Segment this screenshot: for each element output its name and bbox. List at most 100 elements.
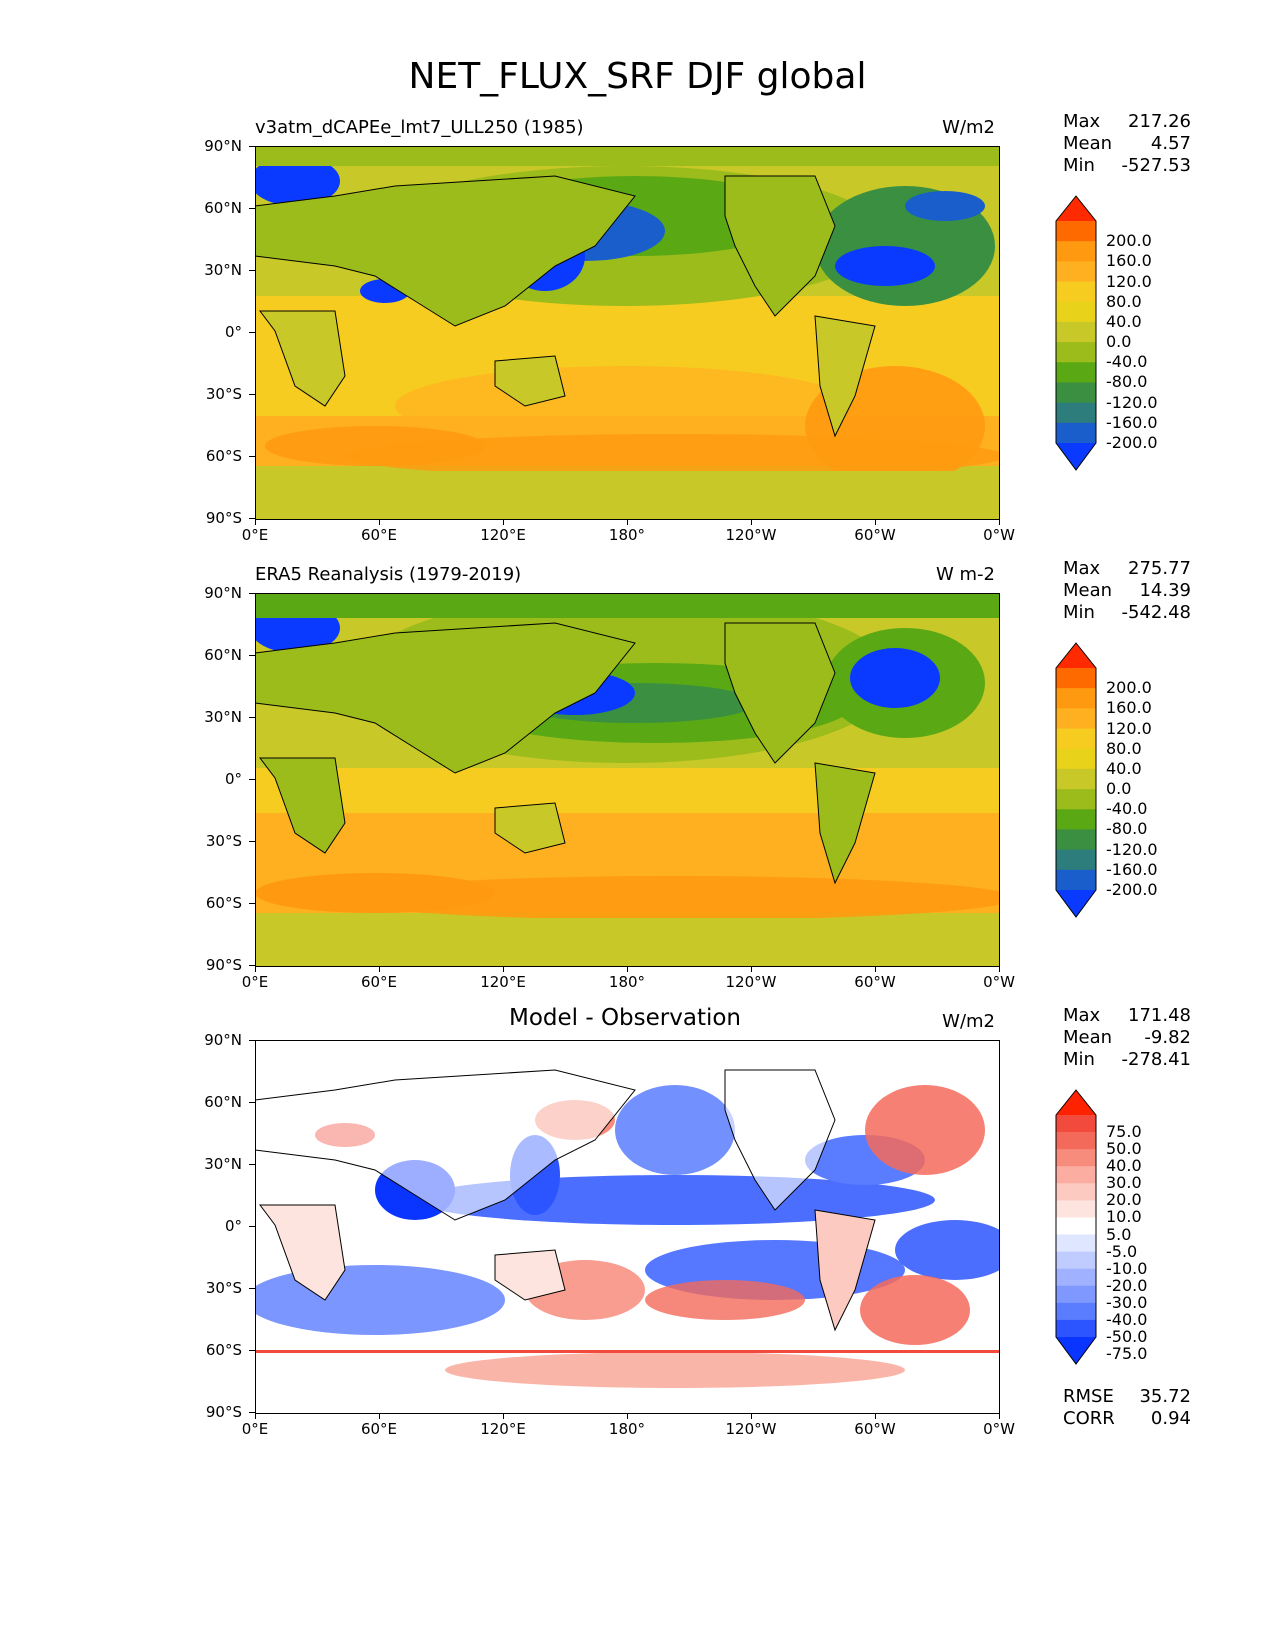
lat-tick [249, 655, 255, 656]
colorbar-bin [1056, 688, 1096, 709]
rmse-value: 35.72 [1139, 1386, 1191, 1407]
colorbar-bin [1056, 281, 1096, 303]
colorbar-label: 80.0 [1106, 291, 1142, 311]
stat-mean: -9.82 [1144, 1027, 1191, 1048]
colorbar-bin [1056, 402, 1096, 424]
lat-label: 0° [224, 770, 242, 788]
stat-mean: 14.39 [1139, 580, 1191, 601]
lat-tick [249, 1288, 255, 1289]
lat-tick [249, 332, 255, 333]
lat-label: 90°S [205, 1403, 242, 1421]
map-observation [255, 593, 1000, 967]
lat-tick [249, 965, 255, 966]
colorbar-label: -10.0 [1106, 1258, 1148, 1278]
lon-tick [503, 519, 504, 525]
colorbar-extend-min [1056, 890, 1096, 917]
lon-label: 120°E [480, 973, 526, 991]
colorbar-label: -40.0 [1106, 799, 1148, 819]
colorbar-bin [1056, 829, 1096, 851]
colorbar-label: -30.0 [1106, 1292, 1148, 1312]
stats-box: Max 171.48 Mean -9.82 Min -278.41 [1063, 1005, 1191, 1071]
colorbar-label: -120.0 [1106, 392, 1158, 412]
lat-tick [249, 1412, 255, 1413]
metrics-box: RMSE 35.72 CORR 0.94 [1063, 1386, 1191, 1430]
colorbar-label: 0.0 [1106, 779, 1132, 799]
colorbar-label: 0.0 [1106, 332, 1132, 352]
colorbar-label: -80.0 [1106, 372, 1148, 392]
colorbar-bin [1056, 869, 1096, 891]
colorbar-label: -5.0 [1106, 1241, 1138, 1261]
colorbar-label: -50.0 [1106, 1327, 1148, 1346]
colorbar-label: 40.0 [1106, 311, 1142, 331]
lon-tick [875, 966, 876, 972]
stat-max-label: Max [1063, 1005, 1101, 1026]
lon-tick [503, 1413, 504, 1419]
colorbar-label: -40.0 [1106, 352, 1148, 372]
lat-label: 30°N [204, 261, 242, 279]
panel-units: W/m2 [942, 117, 995, 138]
colorbar-label: -80.0 [1106, 819, 1148, 839]
lat-tick [249, 456, 255, 457]
colorbar-bin [1056, 748, 1096, 770]
colorbar-label: 120.0 [1106, 271, 1152, 291]
panel-title: ERA5 Reanalysis (1979-2019) [255, 564, 522, 585]
lat-label: 30°S [205, 832, 242, 850]
lat-tick [249, 717, 255, 718]
colorbar-bin [1056, 422, 1096, 444]
lat-label: 90°N [204, 1031, 242, 1049]
map-model [255, 146, 1000, 520]
lon-label: 120°W [725, 1420, 777, 1438]
lon-label: 60°E [360, 526, 398, 544]
lat-label: 0° [224, 1217, 242, 1235]
colorbar-label: -160.0 [1106, 412, 1158, 432]
lat-label: 90°N [204, 137, 242, 155]
colorbar-bin [1056, 1234, 1096, 1253]
colorbar-label: 200.0 [1106, 231, 1152, 251]
stat-mean-label: Mean [1063, 1027, 1113, 1048]
lon-label: 120°E [480, 1420, 526, 1438]
panel-units: W/m2 [942, 1011, 995, 1032]
stat-min-label: Min [1063, 602, 1095, 623]
colorbar-bin [1056, 1302, 1096, 1321]
rmse-label: RMSE [1063, 1386, 1114, 1407]
lon-label: 180° [608, 973, 646, 991]
stats-box: Max 275.77 Mean 14.39 Min -542.48 [1063, 558, 1191, 624]
lat-label: 60°N [204, 646, 242, 664]
colorbar-label: -20.0 [1106, 1275, 1148, 1295]
colorbar-label: -200.0 [1106, 880, 1158, 899]
stat-min: -278.41 [1121, 1049, 1191, 1070]
lat-tick [249, 1226, 255, 1227]
lat-tick [249, 518, 255, 519]
colorbar-extend-max [1056, 643, 1096, 668]
colorbar-label: 200.0 [1106, 678, 1152, 698]
lon-tick [875, 519, 876, 525]
lat-label: 90°S [205, 956, 242, 974]
colorbar-bin [1056, 1200, 1096, 1218]
lon-tick [503, 966, 504, 972]
lon-label: 180° [608, 526, 646, 544]
stat-max: 171.48 [1128, 1005, 1191, 1026]
lon-label: 60°W [854, 973, 896, 991]
lat-label: 90°N [204, 584, 242, 602]
lat-label: 30°N [204, 1155, 242, 1173]
colorbar-bin [1056, 1132, 1096, 1150]
lon-tick [999, 519, 1000, 525]
lon-label: 0°E [241, 973, 269, 991]
colorbar-label: 160.0 [1106, 698, 1152, 718]
colorbar-extend-min [1056, 1337, 1096, 1364]
lat-tick [249, 1164, 255, 1165]
lat-tick [249, 146, 255, 147]
colorbar-label: -200.0 [1106, 433, 1158, 452]
colorbar-bin [1056, 301, 1096, 323]
lon-label: 180° [608, 1420, 646, 1438]
lat-label: 60°S [205, 894, 242, 912]
lon-tick [379, 519, 380, 525]
lon-tick [751, 966, 752, 972]
lon-tick [875, 1413, 876, 1419]
colorbar-bin [1056, 1166, 1096, 1184]
stat-max: 217.26 [1128, 111, 1191, 132]
lon-label: 0°E [241, 1420, 269, 1438]
lat-label: 0° [224, 323, 242, 341]
colorbar-label: -160.0 [1106, 859, 1158, 879]
colorbar [1055, 642, 1097, 918]
